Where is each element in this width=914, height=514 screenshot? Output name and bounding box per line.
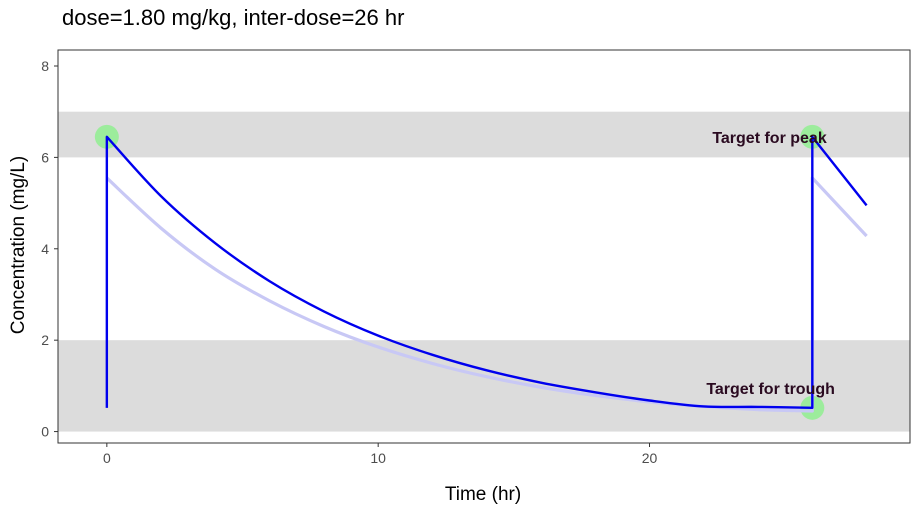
plot-area: 0 2 4 6 8 0 10 20 Target for peak Target for trou… xyxy=(41,49,911,466)
y-tick-label: 6 xyxy=(41,149,49,165)
x-axis-title: Time (hr) xyxy=(445,484,521,505)
series-line-main xyxy=(105,135,868,410)
x-tick-label: 0 xyxy=(103,450,111,466)
x-tick-label: 20 xyxy=(642,450,658,466)
annotation-trough: Target for trough xyxy=(706,381,835,398)
y-tick-label: 8 xyxy=(41,58,49,74)
series-group xyxy=(94,124,868,420)
panel-border xyxy=(57,49,911,444)
y-tick-label: 2 xyxy=(41,332,49,348)
x-tick-label: 10 xyxy=(370,450,386,466)
series-line-alternate xyxy=(105,176,868,413)
y-axis-title: Concentration (mg/L) xyxy=(8,156,29,334)
y-tick-label: 4 xyxy=(41,241,49,257)
y-tick-label: 0 xyxy=(41,424,49,440)
target-band-peak xyxy=(58,111,910,158)
annotation-peak: Target for peak xyxy=(712,130,827,147)
target-band-trough xyxy=(58,340,910,432)
chart-title: dose=1.80 mg/kg, inter-dose=26 hr xyxy=(62,5,404,30)
